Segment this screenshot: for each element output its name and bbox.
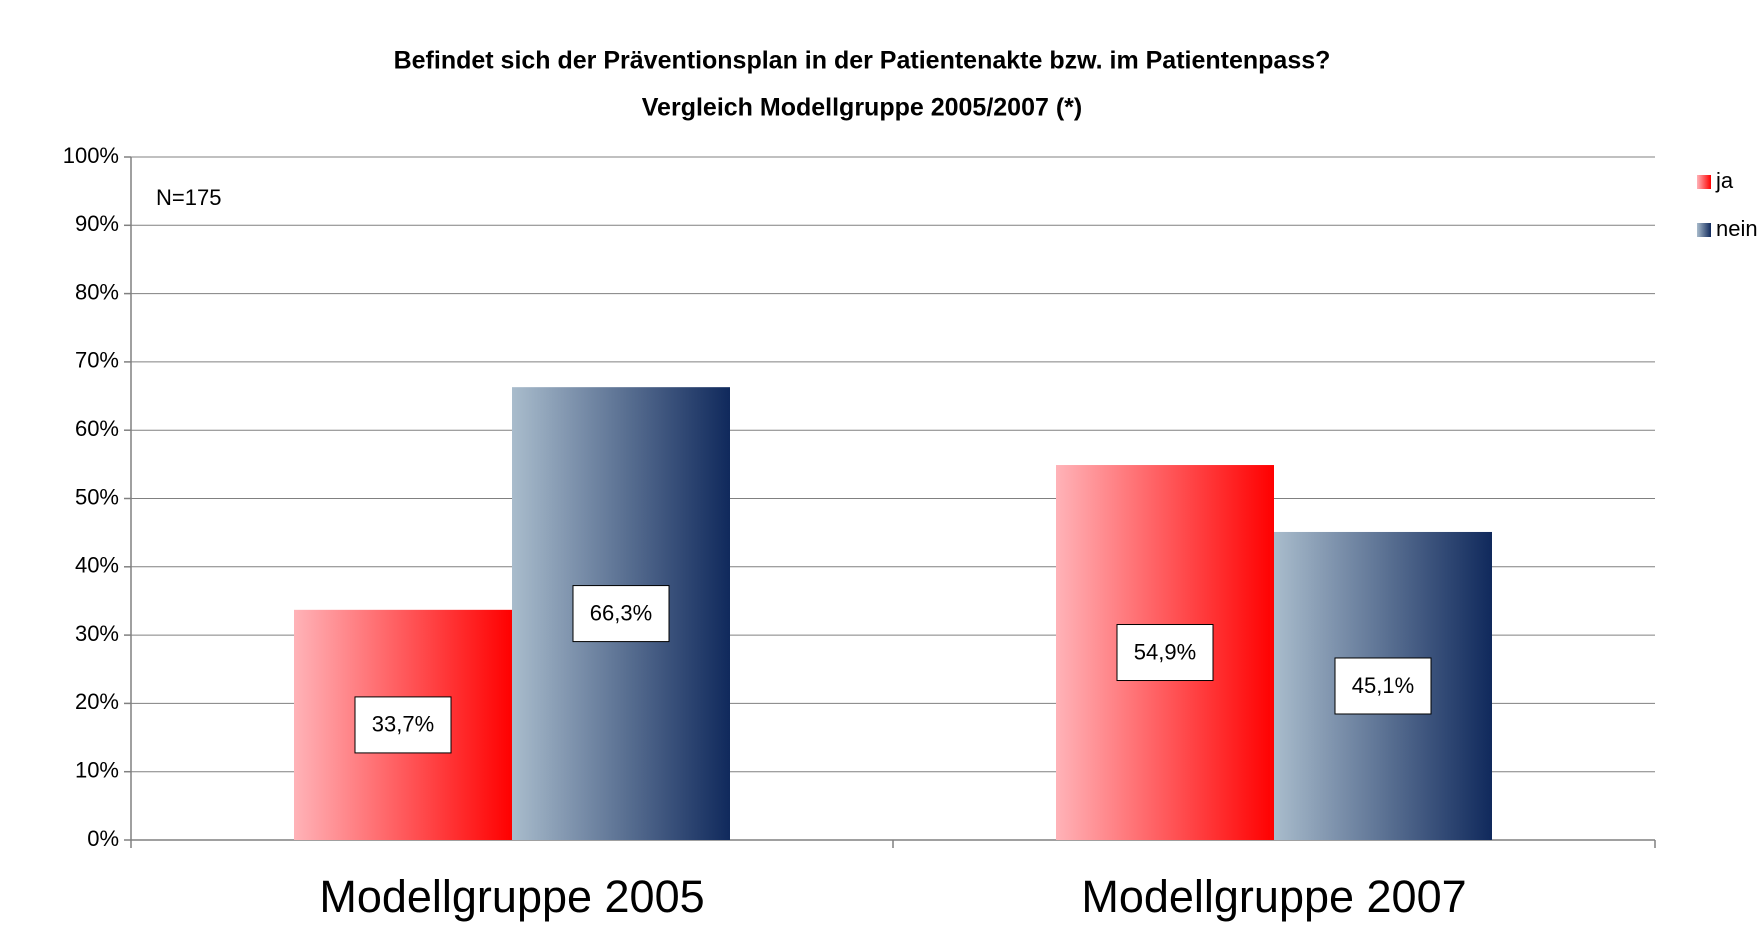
value-label-box [1334,657,1432,715]
legend-label: ja [1715,168,1734,193]
value-label: 66,3% [590,600,652,625]
y-tick-label: 90% [75,211,119,236]
chart-subtitle: Vergleich Modellgruppe 2005/2007 (*) [642,94,1082,122]
y-tick-label: 0% [87,826,119,851]
value-label: 54,9% [1134,639,1196,664]
y-tick-label: 100% [63,143,119,168]
y-tick-label: 50% [75,484,119,509]
x-tick-label: Modellgruppe 2007 [1081,871,1466,922]
y-tick-label: 80% [75,279,119,304]
value-label-box [354,696,452,754]
y-tick-label: 70% [75,348,119,373]
annotation: N=175 [156,185,221,210]
y-tick-label: 20% [75,689,119,714]
legend-label: nein [1716,216,1758,241]
y-tick-label: 30% [75,621,119,646]
x-tick-label: Modellgruppe 2005 [319,871,704,922]
value-label: 33,7% [372,712,434,737]
y-tick-label: 40% [75,553,119,578]
legend-marker [1697,175,1711,189]
chart-title: Befindet sich der Präventionsplan in der… [394,47,1331,75]
y-tick-label: 60% [75,416,119,441]
value-label-box [572,585,670,643]
y-tick-label: 10% [75,758,119,783]
legend-marker [1697,223,1711,237]
value-label-box [1116,624,1214,682]
value-label: 45,1% [1352,673,1414,698]
